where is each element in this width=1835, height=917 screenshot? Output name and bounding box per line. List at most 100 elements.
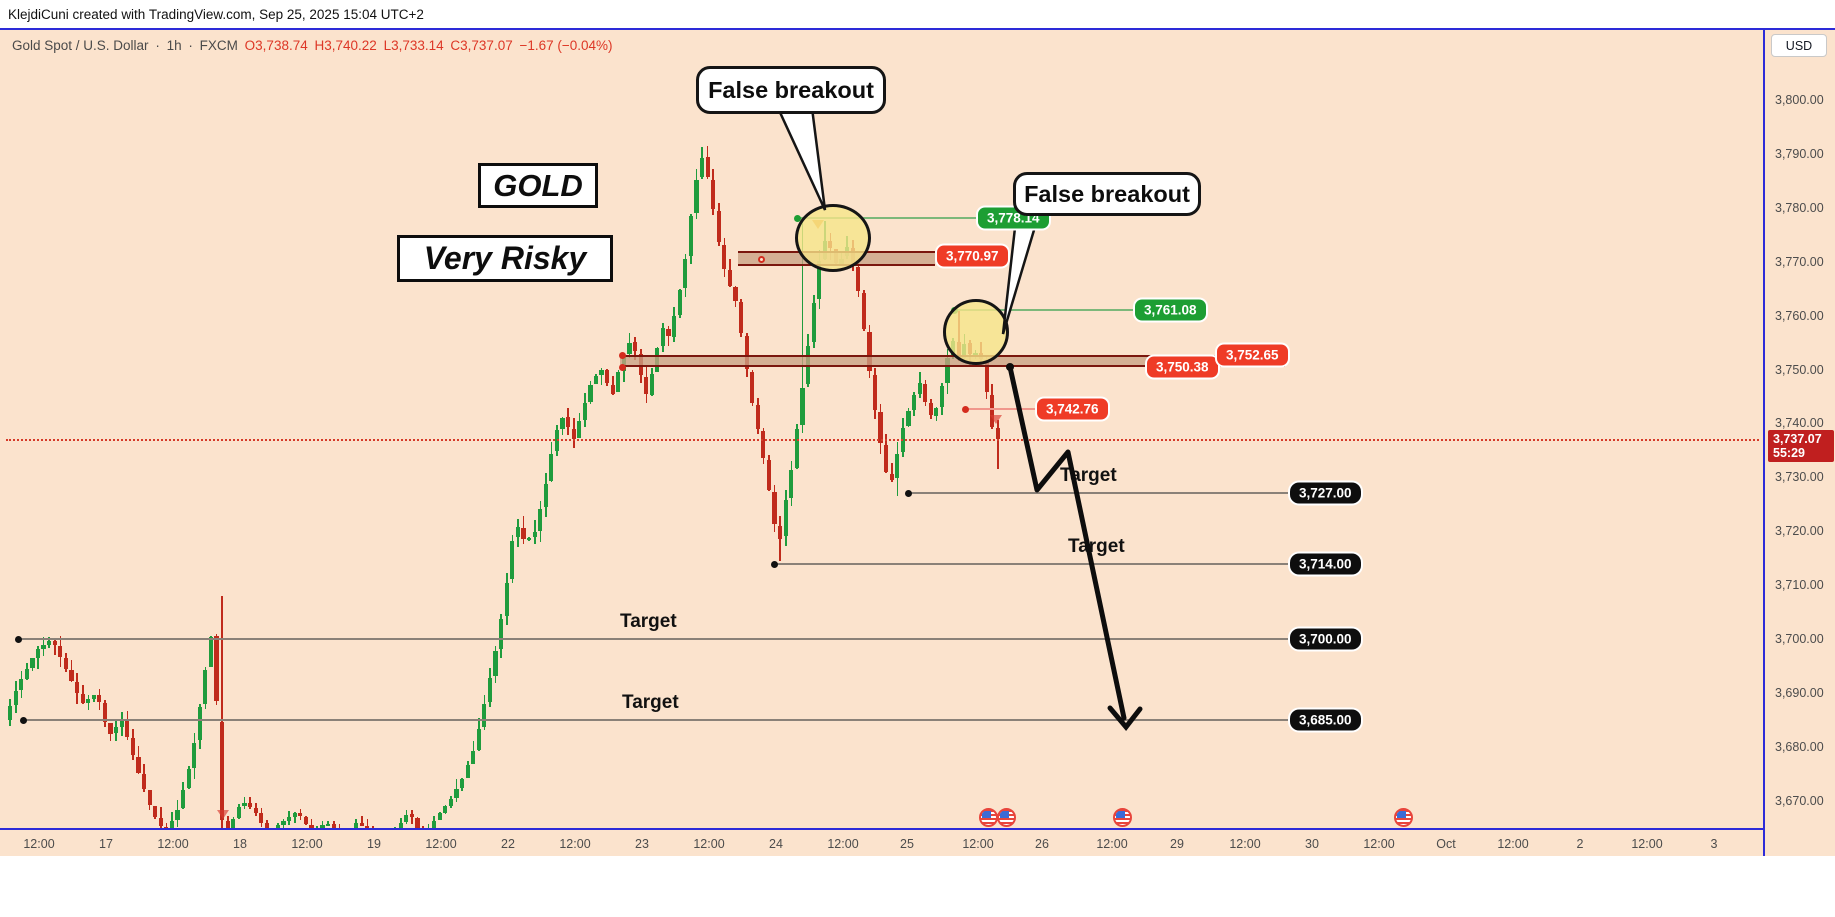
time-tick: 2 [1576, 837, 1584, 851]
resistance-zone-lower[interactable] [620, 355, 1285, 368]
time-tick: 12:00 [157, 837, 189, 851]
time-tick: 18 [233, 837, 247, 851]
target-line-endpoint[interactable] [20, 716, 27, 724]
target-text: Target [622, 691, 679, 713]
candle-wick [338, 823, 341, 828]
us-flag-event-icon[interactable] [1113, 808, 1132, 827]
target-line[interactable] [908, 492, 1288, 495]
time-tick: Oct [1436, 837, 1456, 851]
candle-wick [171, 812, 173, 828]
chart-area[interactable]: Gold Spot / U.S. Dollar · 1h · FXCM O3,7… [0, 28, 1763, 828]
candle-body [281, 821, 286, 825]
candle-wick [221, 595, 224, 828]
price-flag-label[interactable]: 3,770.97 [937, 245, 1008, 267]
false-breakout-circle-1[interactable] [795, 204, 871, 272]
candle-body [683, 259, 688, 288]
candle-body [727, 270, 732, 286]
candle-body [220, 721, 225, 821]
false-breakout-circle-2[interactable] [943, 299, 1009, 365]
price-flag-label[interactable]: 3,761.08 [1135, 299, 1206, 321]
candle-wick [54, 639, 56, 656]
candle-body [705, 157, 710, 178]
candle-wick [321, 820, 324, 828]
candle-body [923, 384, 928, 403]
candle-body [895, 454, 900, 478]
candle-body [432, 820, 437, 828]
candle-body [326, 823, 331, 826]
candle-wick [997, 419, 999, 470]
candle-body [141, 773, 147, 789]
target-line-endpoint[interactable] [771, 560, 778, 568]
gold-text: GOLD [493, 167, 583, 203]
candle-body [443, 806, 448, 813]
time-tick: 19 [367, 837, 381, 851]
zone-endpoint[interactable] [758, 255, 765, 263]
candle-body [275, 825, 281, 828]
price-tick: 3,780.00 [1775, 200, 1824, 215]
candle-wick [293, 812, 296, 824]
time-tick: 12:00 [1363, 837, 1395, 851]
us-flag-event-icon[interactable] [979, 808, 998, 827]
candle-body [990, 395, 995, 427]
very-risky-text: Very Risky [423, 240, 587, 276]
time-axis[interactable]: 12:00 17 12:00 18 12:00 19 12:00 22 12:00 23 12:00… [0, 828, 1763, 856]
price-axis[interactable]: USD 3,800.00 3,790.00 3,780.00 3,770.00 3,76… [1763, 28, 1835, 856]
price-tick: 3,750.00 [1775, 362, 1824, 377]
target-line[interactable] [18, 638, 1288, 640]
time-tick: 12:00 [1631, 837, 1663, 851]
candle-body [169, 820, 174, 828]
price-tick: 3,770.00 [1775, 254, 1824, 269]
time-tick: 12:00 [425, 837, 457, 851]
bubble-text: False breakout [708, 76, 874, 103]
false-breakout-bubble-2[interactable]: False breakout [1013, 172, 1201, 216]
ray-endpoint[interactable] [794, 214, 801, 222]
time-tick: 12:00 [1497, 837, 1529, 851]
price-flag-label[interactable]: 3,685.00 [1290, 709, 1361, 731]
us-flag-event-icon[interactable] [997, 808, 1016, 827]
zone-endpoint[interactable] [619, 364, 626, 372]
price-tick: 3,680.00 [1775, 739, 1824, 754]
currency-button[interactable]: USD [1771, 34, 1827, 57]
symbol-title: Gold Spot / U.S. Dollar [12, 38, 149, 53]
target-line-endpoint[interactable] [15, 636, 22, 643]
attribution-bar: KlejdiCuni created with TradingView.com,… [0, 0, 1835, 28]
price-flag-label[interactable]: 3,742.76 [1037, 398, 1108, 420]
candle-body [398, 822, 403, 828]
price-flag-label[interactable]: 3,750.38 [1147, 356, 1218, 378]
candle-wick [801, 217, 804, 433]
gold-text-box[interactable]: GOLD [478, 163, 598, 208]
price-flag-label[interactable]: 3,714.00 [1290, 553, 1361, 575]
candle-body [365, 825, 370, 828]
candle-body [487, 678, 493, 703]
us-flag-event-icon[interactable] [1394, 808, 1413, 827]
candle-body [47, 641, 52, 645]
candle-body [493, 651, 498, 677]
candle-body [610, 384, 615, 394]
ray-endpoint[interactable] [962, 405, 969, 413]
high-ray-2[interactable] [954, 308, 1135, 311]
current-price-line [6, 439, 1759, 442]
candle-body [644, 376, 649, 394]
price-tick: 3,720.00 [1775, 524, 1824, 539]
very-risky-text-box[interactable]: Very Risky [397, 235, 613, 282]
candle-body [733, 287, 738, 301]
price-flag-label[interactable]: 3,727.00 [1290, 482, 1361, 504]
candle-body [789, 470, 794, 498]
candle-body [995, 427, 1000, 440]
false-breakout-bubble-1[interactable]: False breakout [696, 66, 886, 114]
target-line-endpoint[interactable] [905, 490, 912, 498]
candle-body [856, 267, 861, 291]
price-flag-label[interactable]: 3,700.00 [1290, 628, 1361, 650]
target-line[interactable] [23, 718, 1288, 721]
candle-body [247, 803, 253, 808]
minor-ray[interactable] [965, 407, 1037, 410]
candle-body [331, 824, 336, 828]
ohlc-close: C3,737.07 [450, 38, 513, 53]
target-line[interactable] [774, 562, 1288, 565]
zone-endpoint[interactable] [619, 352, 626, 360]
candle-body [677, 290, 682, 315]
candle-body [459, 778, 465, 789]
price-flag-label[interactable]: 3,752.65 [1217, 344, 1288, 366]
ohlc-open: O3,738.74 [244, 38, 308, 53]
high-ray-1[interactable] [797, 216, 978, 219]
